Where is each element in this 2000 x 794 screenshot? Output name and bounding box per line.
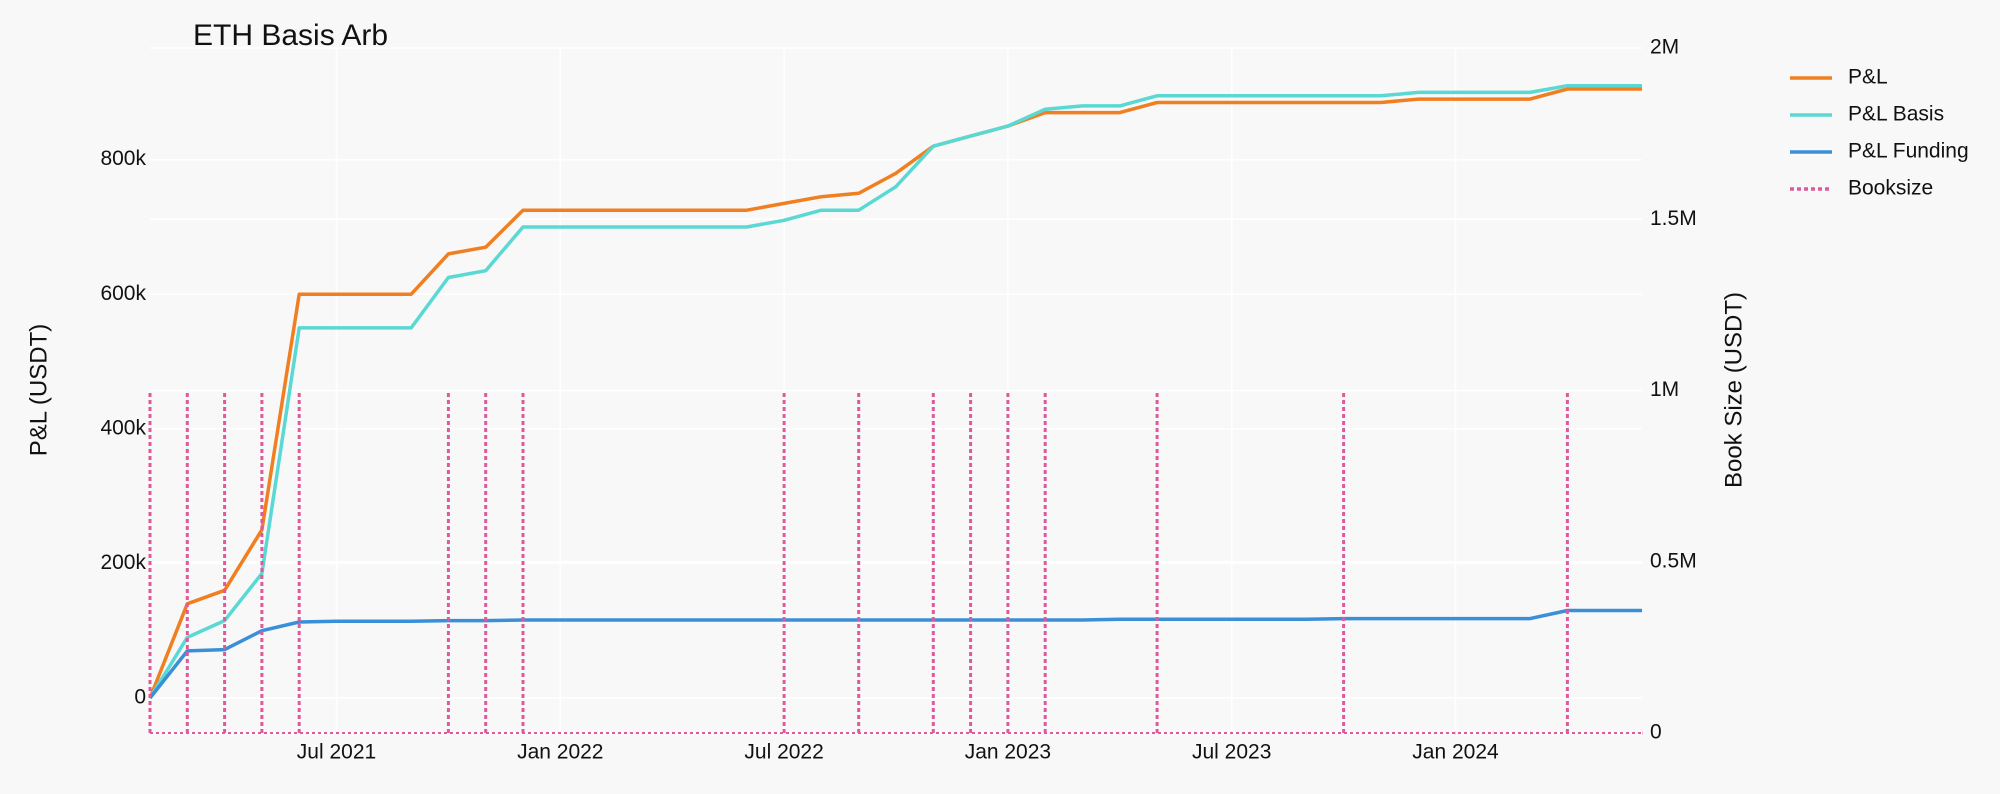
legend-label: P&L Funding (1848, 140, 1969, 163)
legend-label: Booksize (1848, 177, 1933, 200)
x-tick-label: Jul 2022 (744, 741, 823, 764)
y-tick-label: 200k (100, 551, 146, 574)
y2-tick-label: 0.5M (1650, 549, 1697, 572)
x-tick-label: Jan 2022 (517, 741, 603, 764)
x-tick-label: Jan 2024 (1412, 741, 1499, 764)
y2-tick-label: 1.5M (1650, 207, 1697, 230)
x-tick-label: Jul 2023 (1192, 741, 1271, 764)
series-line (148, 83, 1642, 699)
chart-title: ETH Basis Arb (193, 19, 388, 52)
y-tick-label: 400k (100, 416, 146, 439)
y2-axis-title: Book Size (USDT) (1720, 292, 1747, 488)
y-tick-label: 0 (134, 686, 146, 709)
y2-tick-label: 1M (1650, 378, 1679, 401)
series-line (148, 608, 1642, 700)
y-axis-title: P&L (USDT) (25, 324, 52, 456)
series-line (148, 87, 1642, 699)
y-tick-label: 600k (100, 282, 146, 305)
y-tick-label: 800k (100, 147, 146, 170)
x-tick-label: Jan 2023 (965, 741, 1051, 764)
y2-tick-label: 0 (1650, 721, 1662, 744)
y2-tick-label: 2M (1650, 36, 1679, 59)
legend-label: P&L Basis (1848, 103, 1944, 126)
legend-label: P&L (1848, 66, 1888, 89)
x-tick-label: Jul 2021 (297, 741, 376, 764)
